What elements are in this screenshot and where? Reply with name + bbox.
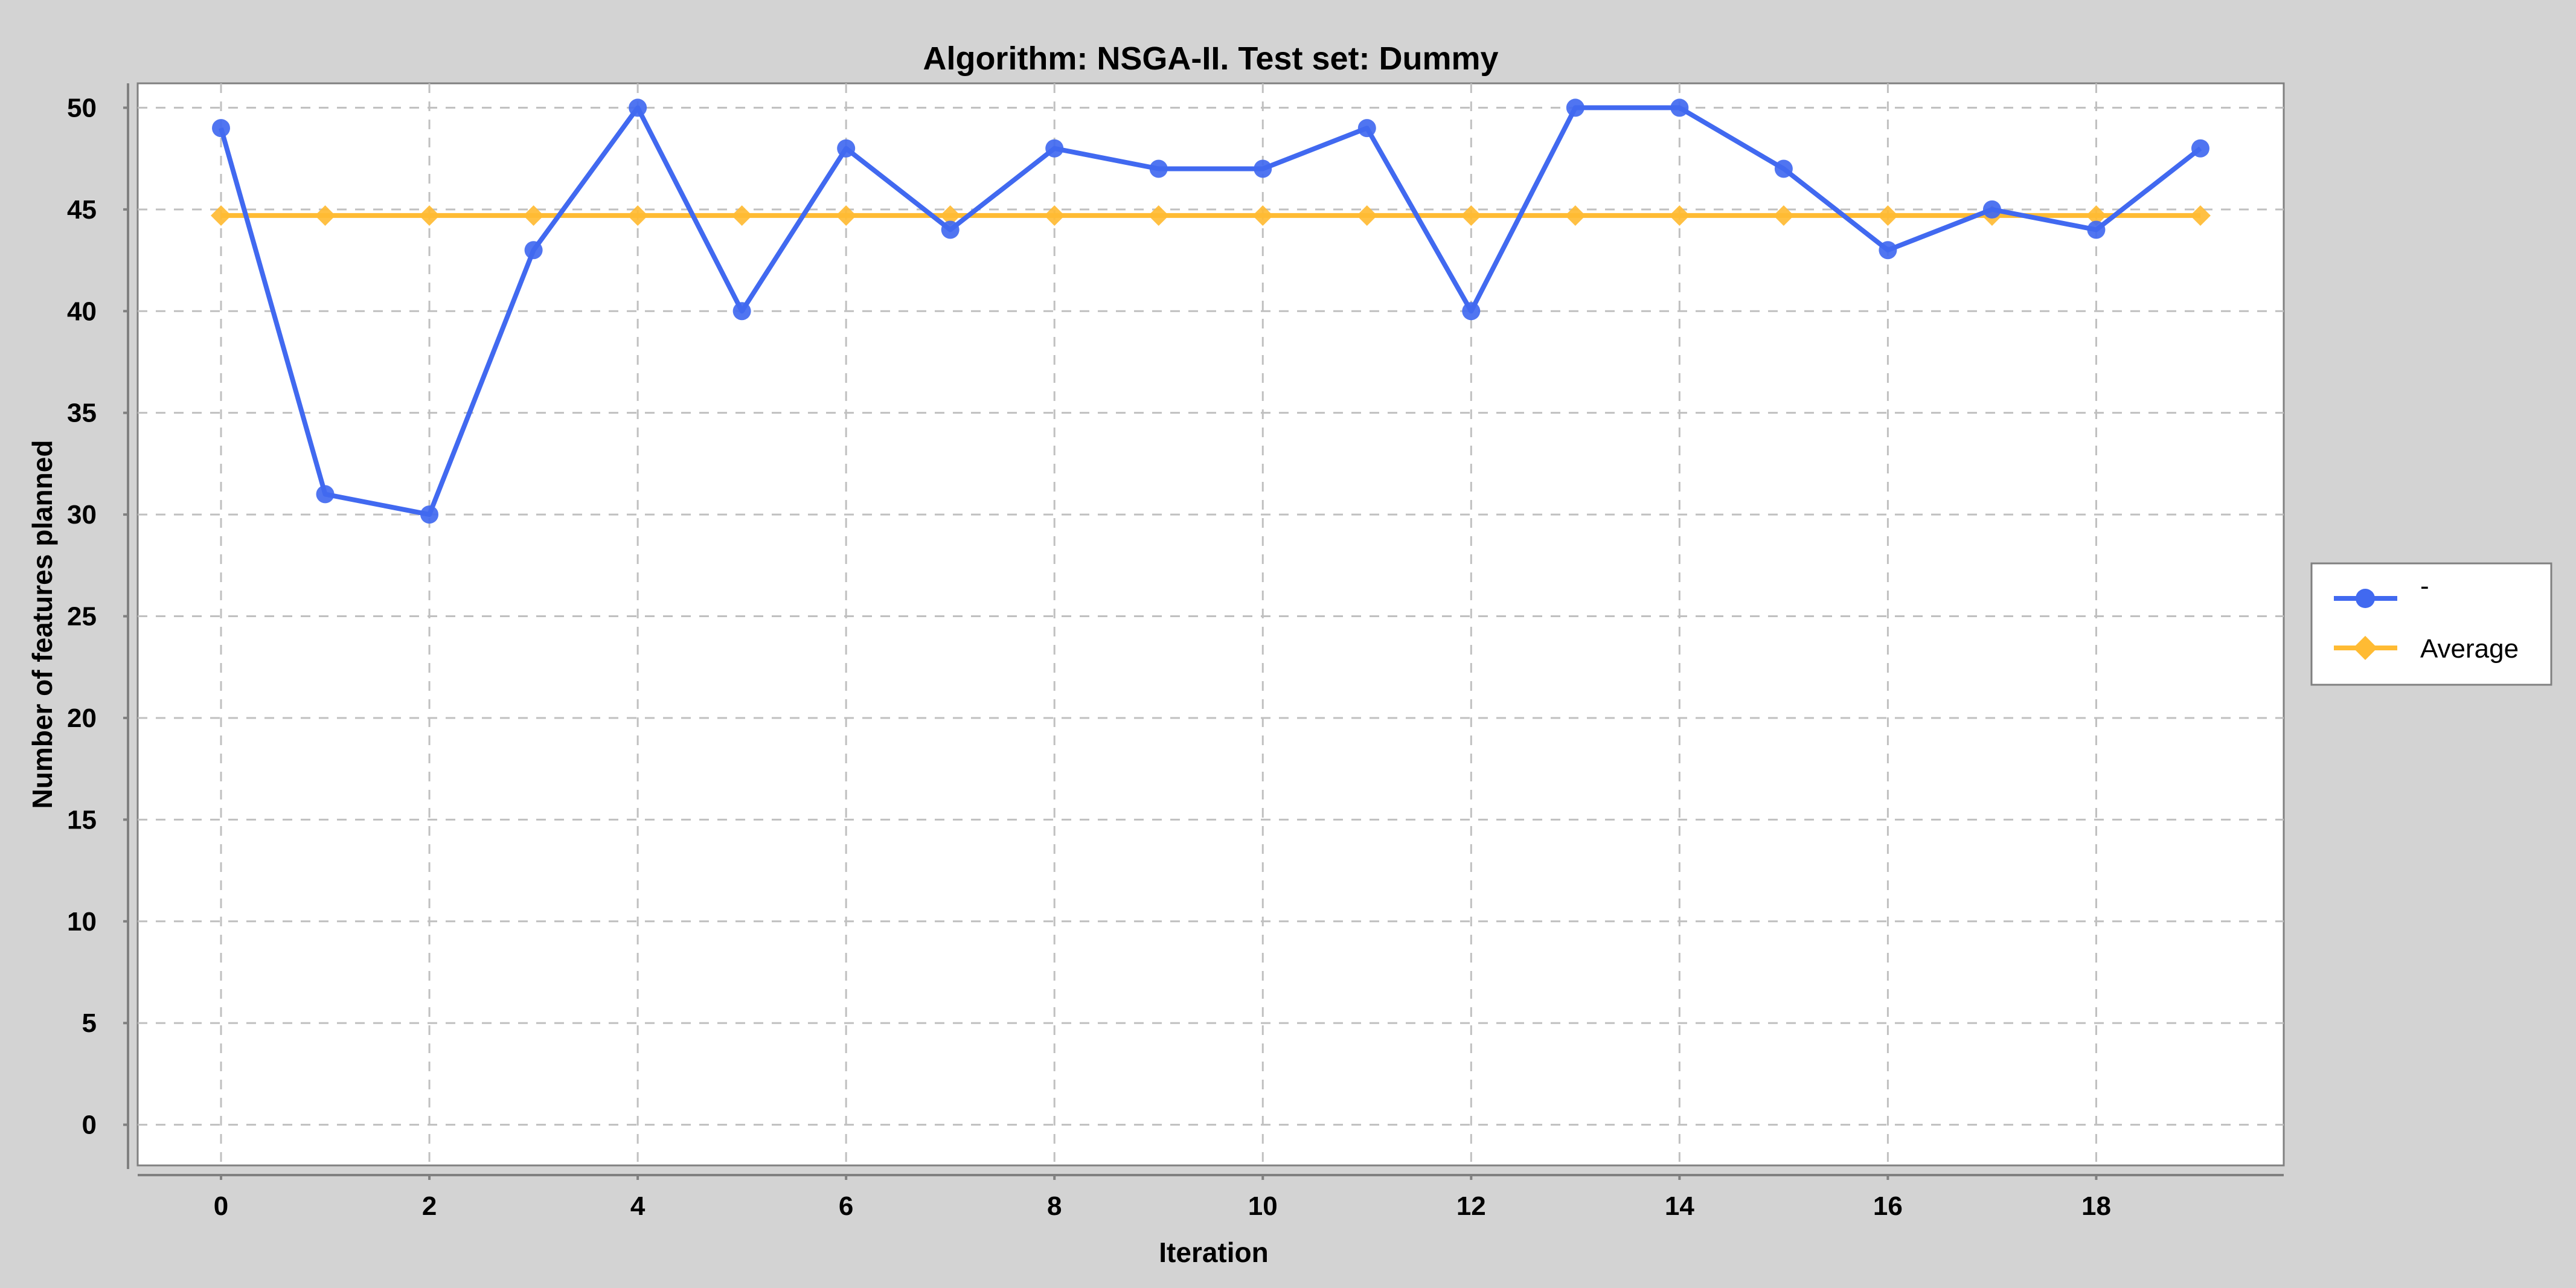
data-point-series-2 [1044, 205, 1065, 226]
data-point-series-1 [629, 98, 647, 117]
y-tick-label: 15 [67, 805, 97, 835]
y-tick-label: 35 [67, 399, 97, 428]
y-tick-label: 40 [67, 296, 97, 326]
legend: - Average [2310, 562, 2552, 686]
y-tick-label: 20 [67, 703, 97, 733]
data-point-series-2 [211, 205, 232, 226]
data-point-series-1 [420, 505, 439, 524]
data-point-series-1 [1462, 302, 1481, 321]
data-point-series-1 [1566, 98, 1584, 117]
data-point-series-2 [627, 205, 649, 226]
y-tick-label: 10 [67, 907, 97, 937]
data-point-series-1 [2087, 220, 2106, 239]
data-point-series-2 [836, 205, 857, 226]
data-point-series-1 [941, 220, 960, 239]
data-point-series-2 [1877, 205, 1898, 226]
data-point-series-2 [315, 205, 336, 226]
x-tick-label: 16 [1873, 1191, 1903, 1221]
legend-box [2310, 562, 2552, 686]
data-point-series-1 [1149, 159, 1168, 178]
y-tick-label: 25 [67, 602, 97, 632]
data-point-series-1 [316, 485, 335, 504]
data-point-series-1 [2191, 139, 2209, 158]
data-point-series-1 [1254, 159, 1272, 178]
data-point-series-2 [940, 205, 961, 226]
y-tick-label: 5 [82, 1008, 97, 1038]
legend-label-series-1: - [2420, 571, 2429, 601]
data-point-series-1 [1982, 200, 2001, 219]
y-tick-label: 50 [67, 93, 97, 123]
data-point-series-2 [2086, 205, 2107, 226]
data-point-series-2 [1565, 205, 1586, 226]
data-point-series-2 [419, 205, 440, 226]
x-axis-label: Iteration [1159, 1237, 1268, 1268]
data-point-series-1 [837, 139, 856, 158]
data-point-series-2 [731, 205, 752, 226]
data-point-series-1 [1045, 139, 1064, 158]
y-tick-label: 0 [82, 1110, 97, 1140]
data-point-series-1 [1879, 241, 1897, 260]
data-point-series-2 [1252, 205, 1274, 226]
x-tick-label: 12 [1456, 1191, 1486, 1221]
data-point-series-1 [1670, 98, 1689, 117]
legend-marker-series-1 [2356, 589, 2375, 608]
x-tick-label: 2 [422, 1191, 437, 1221]
x-tick-label: 6 [839, 1191, 853, 1221]
series [211, 98, 2211, 524]
data-point-series-2 [1669, 205, 1690, 226]
data-point-series-1 [1357, 119, 1376, 138]
x-tick-label: 4 [630, 1191, 646, 1221]
data-point-series-2 [1148, 205, 1169, 226]
legend-marker-series-2 [2353, 636, 2377, 660]
data-point-series-2 [2190, 205, 2211, 226]
x-tick-label: 10 [1248, 1191, 1278, 1221]
data-point-series-2 [1461, 205, 1482, 226]
x-tick-label: 18 [2081, 1191, 2111, 1221]
legend-label-series-2: Average [2420, 634, 2519, 664]
data-point-series-1 [212, 119, 231, 138]
chart-title: Algorithm: NSGA-II. Test set: Dummy [923, 40, 1498, 77]
grid [138, 83, 2284, 1165]
series-line-1 [219, 105, 2202, 517]
plot-background [136, 82, 2285, 1167]
data-point-series-2 [1356, 205, 1377, 226]
y-tick-label: 30 [67, 500, 97, 530]
y-tick-label: 45 [67, 195, 97, 225]
x-tick-label: 0 [214, 1191, 228, 1221]
axis-ticks: 0 5 10 15 20 25 30 35 40 45 50 0 2 4 6 8 10 12 14 16 18 [67, 93, 2111, 1221]
data-point-series-2 [523, 205, 544, 226]
x-tick-label: 8 [1047, 1191, 1062, 1221]
data-point-series-2 [1773, 205, 1794, 226]
x-tick-label: 14 [1665, 1191, 1694, 1221]
data-point-series-1 [524, 241, 543, 260]
y-axis-label: Number of features planned [27, 440, 58, 809]
data-point-series-1 [732, 302, 751, 321]
data-point-series-1 [1774, 159, 1793, 178]
